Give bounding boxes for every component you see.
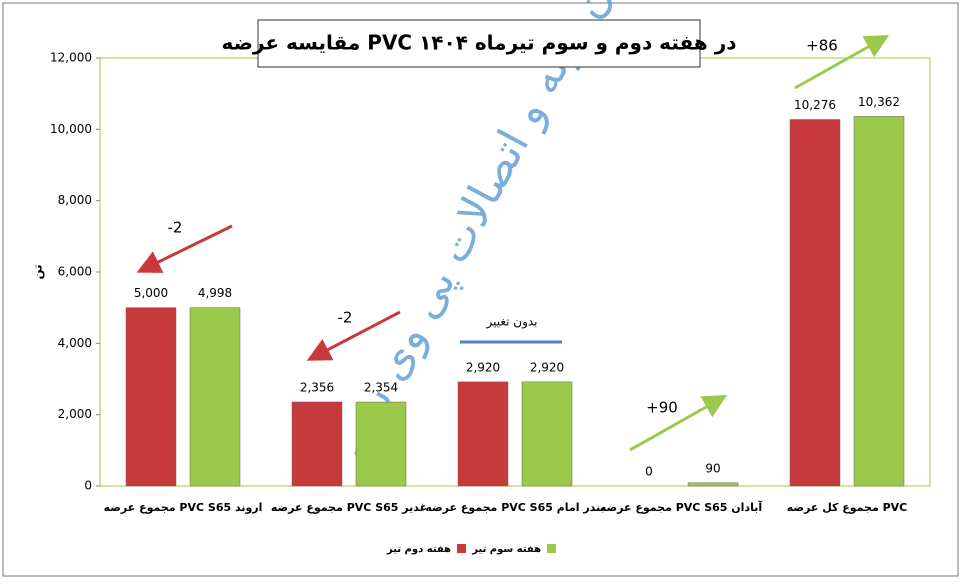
annotation: +86	[806, 37, 838, 55]
y-axis-label: تن	[31, 264, 45, 279]
value-label: 4,998	[198, 286, 232, 300]
value-label: 90	[705, 461, 720, 475]
value-label: 10,362	[858, 95, 900, 109]
annotation-arrow	[306, 310, 401, 361]
y-tick-label: 8,000	[58, 193, 92, 207]
x-tick-label: مجموع عرضه PVC S65 آبادان	[600, 500, 762, 514]
value-label: 0	[645, 465, 653, 479]
annotation: -2	[168, 219, 183, 237]
annotation-arrow	[794, 35, 890, 90]
annotation: بدون تغییر	[485, 315, 537, 330]
annotation: +90	[646, 399, 678, 417]
annotation-arrow	[136, 224, 233, 273]
bar	[853, 116, 905, 487]
bar	[521, 381, 573, 487]
value-label: 2,920	[530, 360, 564, 374]
annotation-arrow	[629, 395, 728, 452]
annotation: -2	[338, 309, 353, 327]
y-tick-label: 12,000	[50, 51, 92, 65]
y-tick-label: 4,000	[58, 336, 92, 350]
bar	[291, 401, 343, 487]
bar	[457, 381, 509, 487]
title-box	[257, 19, 701, 68]
bar	[355, 401, 407, 487]
bar	[687, 482, 739, 487]
value-label: 5,000	[134, 286, 168, 300]
value-label: 10,276	[794, 98, 836, 112]
legend-label: هفته دوم تیر	[386, 544, 451, 555]
y-tick-label: 10,000	[50, 122, 92, 136]
y-tick-label: 2,000	[58, 407, 92, 421]
x-tick-label: مجموع عرضه PVC S65 بندر امام	[425, 501, 604, 514]
legend-label: هفته سوم تیر	[471, 544, 541, 555]
bar	[125, 307, 177, 487]
x-tick-label: مجموع کل عرضه PVC	[787, 501, 908, 514]
bar	[189, 307, 241, 487]
legend-swatch	[457, 544, 466, 553]
y-tick-label: 0	[84, 479, 92, 493]
chart-title: مقایسه عرضه PVC در هفته دوم و سوم تیرماه…	[222, 31, 737, 55]
x-tick-label: مجموع عرضه PVC S65 غدیر	[271, 501, 427, 514]
x-tick-label: مجموع عرضه PVC S65 اروند	[104, 501, 263, 514]
y-tick-label: 6,000	[58, 265, 92, 279]
bar	[789, 119, 841, 487]
value-label: 2,356	[300, 380, 334, 394]
value-label: 2,920	[466, 360, 500, 374]
legend-swatch	[547, 544, 556, 553]
value-label: 2,354	[364, 381, 398, 395]
